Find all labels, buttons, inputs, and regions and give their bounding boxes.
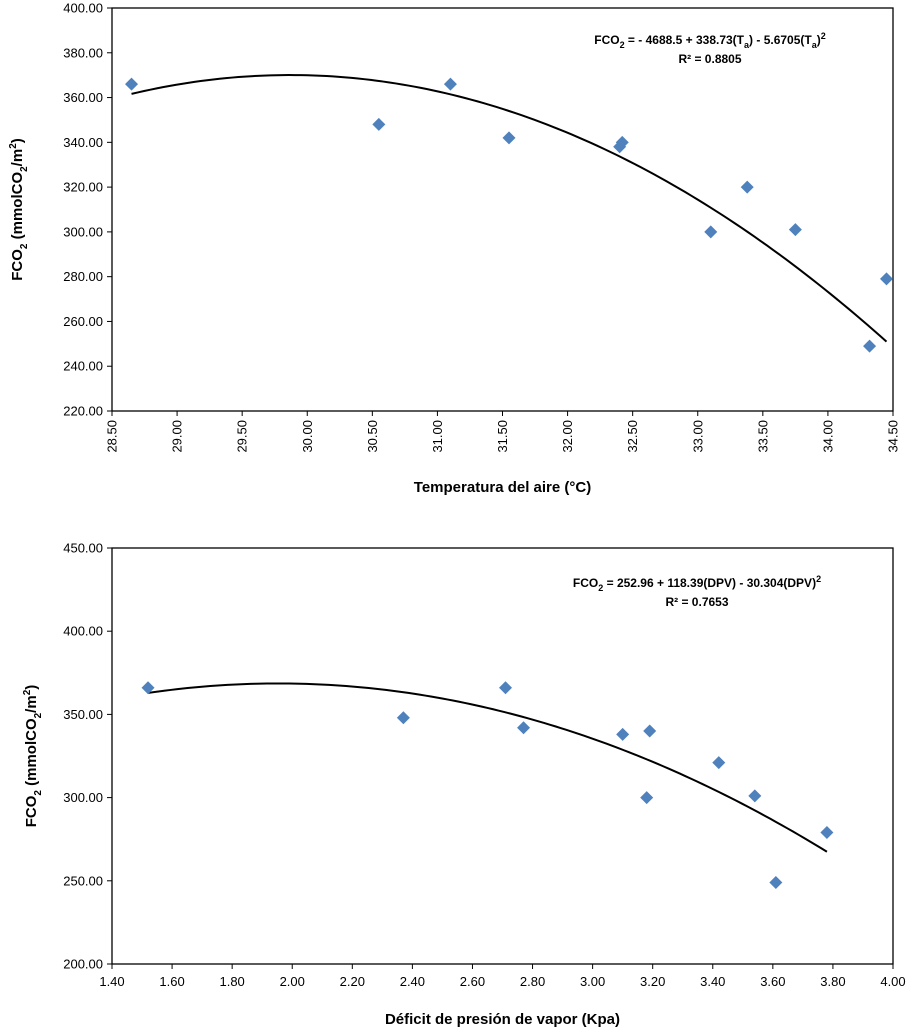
y-tick-label: 350.00: [63, 707, 103, 722]
y-axis-title: FCO2 (mmolCO2/m2): [22, 685, 44, 828]
data-point: [517, 721, 531, 735]
data-point: [788, 223, 802, 237]
x-tick-label: 2.40: [400, 974, 425, 989]
data-point: [372, 117, 386, 131]
data-point: [615, 135, 629, 149]
data-point: [643, 724, 657, 738]
x-tick-label: 4.00: [880, 974, 905, 989]
plot-frame: [111, 7, 894, 412]
y-tick-label: 380.00: [63, 45, 103, 60]
y-tick-label: 400.00: [63, 624, 103, 639]
x-axis-title: Déficit de presión de vapor (Kpa): [385, 1011, 620, 1028]
x-tick-label: 30.00: [300, 420, 315, 453]
data-point: [141, 681, 155, 695]
data-point: [125, 77, 139, 91]
data-point: [640, 791, 654, 805]
x-tick-label: 34.50: [886, 420, 901, 453]
y-tick-label: 400.00: [63, 1, 103, 16]
y-axis-title: FCO2 (mmolCO2/m2): [8, 138, 30, 281]
data-point: [616, 727, 630, 741]
x-tick-label: 1.60: [159, 974, 184, 989]
x-tick-label: 2.20: [340, 974, 365, 989]
x-tick-label: 3.00: [580, 974, 605, 989]
y-tick-label: 300.00: [63, 224, 103, 239]
y-tick-label: 450.00: [63, 541, 103, 556]
x-tick-label: 29.50: [235, 420, 250, 453]
x-tick-label: 3.80: [820, 974, 845, 989]
data-point: [748, 789, 762, 803]
y-tick-label: 260.00: [63, 314, 103, 329]
data-point: [879, 272, 893, 286]
x-tick-label: 31.00: [430, 420, 445, 453]
data-point: [499, 681, 513, 695]
x-tick-label: 2.60: [460, 974, 485, 989]
y-tick-label: 280.00: [63, 269, 103, 284]
trendline-equation: FCO2 = - 4688.5 + 338.73(Ta) - 5.6705(Ta…: [594, 31, 826, 50]
x-tick-label: 28.50: [105, 420, 120, 453]
x-tick-label: 33.50: [755, 420, 770, 453]
x-tick-label: 29.00: [170, 420, 185, 453]
data-point: [740, 180, 754, 194]
x-tick-label: 1.40: [99, 974, 124, 989]
x-tick-label: 31.50: [495, 420, 510, 453]
x-tick-label: 30.50: [365, 420, 380, 453]
trendline-equation: FCO2 = 252.96 + 118.39(DPV) - 30.304(DPV…: [573, 574, 821, 593]
x-tick-label: 1.80: [219, 974, 244, 989]
r-squared-label: R² = 0.8805: [678, 52, 741, 66]
y-tick-label: 250.00: [63, 873, 103, 888]
y-tick-label: 220.00: [63, 404, 103, 419]
y-tick-label: 320.00: [63, 180, 103, 195]
data-point: [704, 225, 718, 239]
y-tick-label: 360.00: [63, 90, 103, 105]
y-tick-label: 340.00: [63, 135, 103, 150]
data-point: [396, 711, 410, 725]
x-tick-label: 3.40: [700, 974, 725, 989]
r-squared-label: R² = 0.7653: [665, 595, 728, 609]
x-tick-label: 2.00: [280, 974, 305, 989]
data-point: [502, 131, 516, 145]
chart-temperature: 220.00 240.00 260.00 280.00 300.00 320.00 340.…: [8, 1, 901, 497]
plot-frame: [111, 547, 894, 965]
data-point: [712, 756, 726, 770]
x-axis-title: Temperatura del aire (°C): [414, 479, 591, 496]
data-point: [820, 826, 834, 840]
chart-vapor-pressure-deficit: 200.00 250.00 300.00 350.00 400.00 450.00 1.40…: [22, 541, 906, 1029]
x-tick-label: 32.50: [625, 420, 640, 453]
trendline: [147, 682, 828, 853]
x-tick-label: 3.20: [640, 974, 665, 989]
data-point: [863, 339, 877, 353]
x-tick-label: 2.80: [520, 974, 545, 989]
y-tick-label: 200.00: [63, 957, 103, 972]
x-tick-label: 32.00: [560, 420, 575, 453]
x-tick-label: 3.60: [760, 974, 785, 989]
x-tick-label: 33.00: [690, 420, 705, 453]
x-tick-label: 34.00: [820, 420, 835, 453]
trendline: [131, 74, 888, 343]
data-point: [443, 77, 457, 91]
y-tick-label: 300.00: [63, 790, 103, 805]
data-point: [769, 875, 783, 889]
y-tick-label: 240.00: [63, 359, 103, 374]
